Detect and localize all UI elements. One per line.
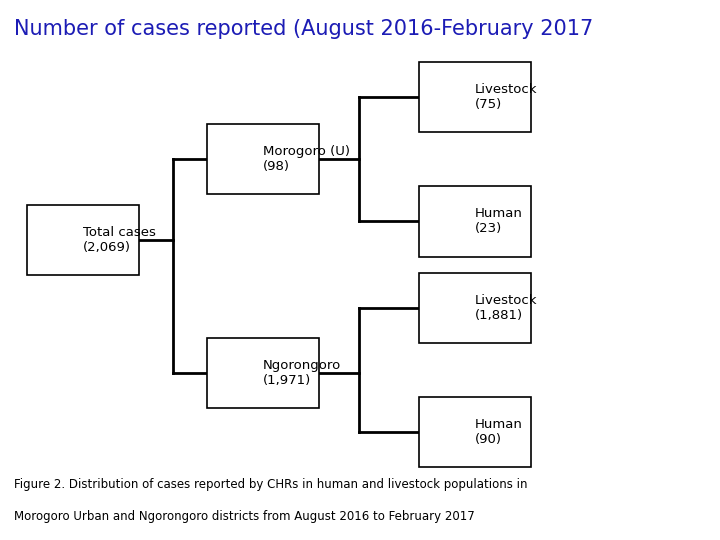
Text: Morogoro Urban and Ngorongoro districts from August 2016 to February 2017: Morogoro Urban and Ngorongoro districts … [14,510,475,523]
FancyBboxPatch shape [419,397,531,467]
Text: Livestock
(1,881): Livestock (1,881) [475,294,538,322]
Text: Livestock
(75): Livestock (75) [475,83,538,111]
FancyBboxPatch shape [419,273,531,343]
Text: Human
(90): Human (90) [475,418,523,446]
FancyBboxPatch shape [419,62,531,132]
Text: Figure 2. Distribution of cases reported by CHRs in human and livestock populati: Figure 2. Distribution of cases reported… [14,478,528,491]
Text: Number of cases reported (August 2016-February 2017: Number of cases reported (August 2016-Fe… [14,19,594,39]
Text: Ngorongoro
(1,971): Ngorongoro (1,971) [263,359,341,387]
FancyBboxPatch shape [207,338,319,408]
Text: Morogoro (U)
(98): Morogoro (U) (98) [263,145,350,173]
FancyBboxPatch shape [27,205,138,275]
Text: Human
(23): Human (23) [475,207,523,235]
Text: Total cases
(2,069): Total cases (2,069) [83,226,156,254]
FancyBboxPatch shape [419,186,531,256]
FancyBboxPatch shape [207,124,319,194]
